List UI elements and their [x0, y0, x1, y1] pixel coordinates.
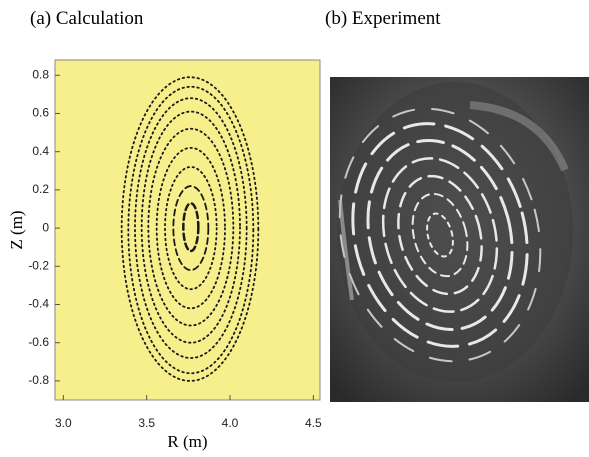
y-tick-label: 0.6 — [32, 106, 49, 120]
y-tick-label: 0.2 — [32, 182, 49, 196]
flux-surface — [164, 166, 218, 291]
flux-surface — [134, 97, 248, 359]
flux-surface — [140, 110, 241, 344]
y-axis-label: Z (m) — [7, 210, 26, 249]
y-tick-label: 0 — [42, 220, 49, 234]
x-axis-label: R (m) — [167, 432, 207, 451]
flux-surface — [155, 146, 226, 310]
x-tick-label: 3.0 — [55, 416, 72, 430]
y-tick-label: 0.8 — [32, 67, 49, 81]
flux-surface — [147, 127, 235, 327]
chart-title: (b) Experiment — [325, 8, 441, 29]
x-tick-label: 3.5 — [138, 416, 155, 430]
flux-surface — [172, 185, 210, 272]
plot-area — [54, 59, 321, 401]
flux-surface — [127, 85, 255, 375]
flux-surface — [182, 202, 200, 253]
chart-title: (a) Calculation — [30, 8, 144, 29]
y-tick-label: -0.6 — [28, 335, 49, 349]
x-tick-label: 4.5 — [305, 416, 322, 430]
y-tick-label: -0.2 — [28, 258, 49, 272]
y-tick-label: -0.8 — [28, 373, 49, 387]
flux-surface — [120, 76, 260, 382]
x-tick-label: 4.0 — [222, 416, 239, 430]
y-tick-label: -0.4 — [28, 297, 49, 311]
experiment-photo — [330, 77, 589, 402]
y-tick-label: 0.4 — [32, 144, 49, 158]
